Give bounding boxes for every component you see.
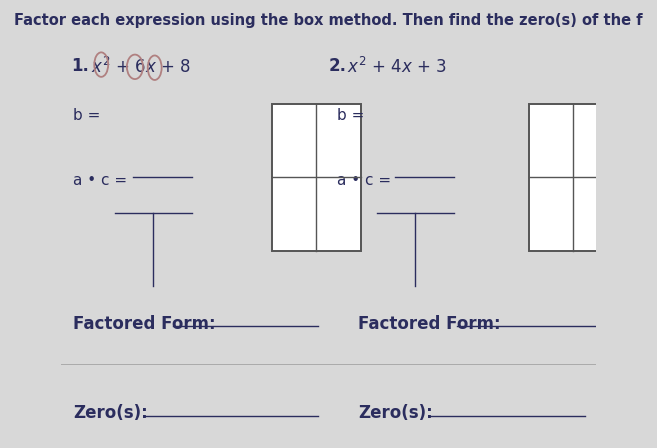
Text: a • c =: a • c = <box>336 173 391 188</box>
Text: Factored Form:: Factored Form: <box>358 315 501 333</box>
Text: $x^2$ + 6$x$ + 8: $x^2$ + 6$x$ + 8 <box>91 57 191 77</box>
Bar <box>529 104 618 251</box>
Text: 2.: 2. <box>328 57 346 75</box>
Text: Zero(s):: Zero(s): <box>73 404 148 422</box>
Text: 1.: 1. <box>71 57 89 75</box>
Text: Factor each expression using the box method. Then find the zero(s) of the f: Factor each expression using the box met… <box>14 13 643 27</box>
Text: Zero(s):: Zero(s): <box>358 404 433 422</box>
Bar <box>273 104 361 251</box>
Text: b =: b = <box>336 108 364 123</box>
Text: $x^2$ + 4$x$ + 3: $x^2$ + 4$x$ + 3 <box>347 57 447 77</box>
Text: Factored Form:: Factored Form: <box>73 315 215 333</box>
Text: b =: b = <box>73 108 101 123</box>
Text: a • c =: a • c = <box>73 173 127 188</box>
